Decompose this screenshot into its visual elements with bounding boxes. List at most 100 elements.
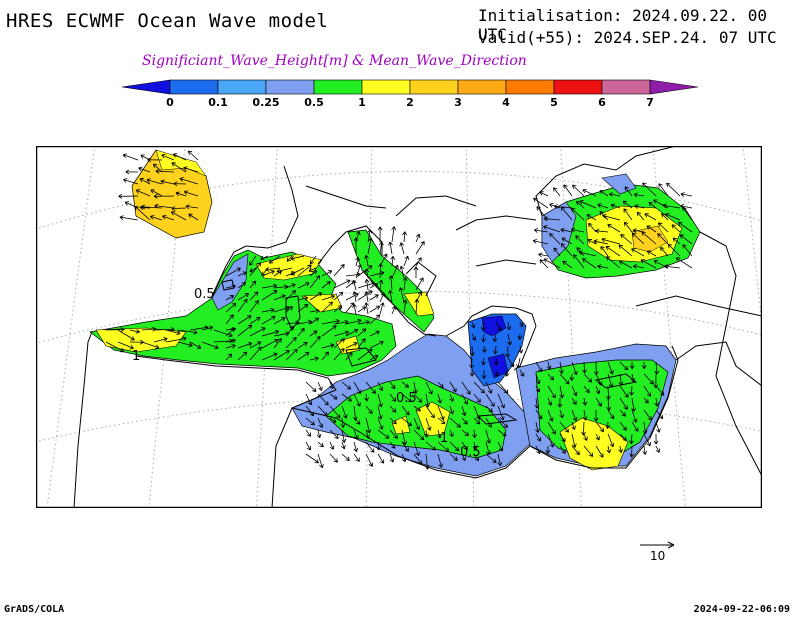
wave-arrow: [586, 214, 597, 221]
colorbar-tick-label: 1: [358, 96, 366, 109]
wave-arrow: [391, 264, 399, 279]
field-black-sea-blue-2: [601, 173, 637, 195]
wave-arrow: [147, 157, 163, 163]
wave-arrow: [249, 267, 257, 273]
wave-arrow: [365, 453, 374, 467]
wave-arrow: [379, 302, 385, 315]
wave-arrow: [655, 445, 660, 453]
wave-arrow: [437, 441, 450, 452]
wave-arrow: [437, 381, 444, 389]
wave-arrow: [333, 305, 343, 313]
wave-arrow: [629, 361, 635, 370]
wave-arrow: [549, 232, 561, 245]
wave-arrow: [655, 421, 661, 433]
coastlines: [73, 146, 762, 508]
wave-arrow: [317, 453, 324, 469]
wave-arrow: [472, 429, 477, 439]
colorbar-labels: 0 0.1 0.25 0.5 1 2 3 4 5 6 7: [166, 96, 654, 109]
wave-arrow: [179, 177, 199, 185]
wave-arrow: [155, 168, 175, 174]
wave-arrow: [249, 262, 262, 277]
colorbar-box: [313, 79, 363, 95]
wave-arrow: [321, 270, 333, 277]
wave-arrow: [225, 338, 236, 344]
wave-arrow: [357, 328, 367, 337]
wave-arrow: [183, 190, 199, 197]
wave-arrow: [563, 184, 573, 197]
wave-arrow: [141, 341, 160, 350]
wave-arrow: [506, 321, 512, 331]
wave-arrow: [631, 409, 638, 423]
wave-arrow: [357, 265, 373, 277]
wave-arrow: [225, 353, 233, 361]
wave-arrow: [481, 357, 486, 366]
wave-arrow: [153, 193, 175, 199]
wave-arrow: [571, 433, 577, 448]
wave-arrow: [481, 345, 487, 353]
wave-arrow: [309, 317, 320, 325]
wave-arrow: [162, 214, 175, 221]
wave-arrow: [357, 290, 373, 301]
wave-arrow: [105, 341, 125, 353]
wave-arrow: [473, 453, 479, 462]
wave-arrow: [607, 409, 615, 420]
wave-arrow: [595, 228, 609, 234]
wave-arrow: [619, 421, 627, 431]
wave-arrow: [249, 255, 257, 266]
wave-arrow: [449, 453, 458, 461]
wave-arrow: [150, 189, 163, 197]
wave-arrow: [495, 321, 502, 332]
wave-arrow: [309, 330, 318, 337]
wave-arrow: [401, 417, 412, 427]
wave-arrow: [401, 429, 408, 446]
wave-arrow: [643, 373, 654, 385]
wave-arrow: [543, 225, 561, 233]
wave-arrow: [569, 373, 575, 381]
wave-arrow: [632, 232, 645, 245]
wave-arrow: [546, 361, 552, 370]
wave-arrow: [601, 237, 621, 245]
wave-arrow: [365, 381, 376, 394]
wave-arrow: [547, 433, 555, 448]
wave-arrow: [333, 330, 350, 337]
wave-arrow: [364, 268, 370, 279]
wave-arrow: [173, 181, 187, 187]
wave-arrow: [472, 441, 478, 450]
wave-arrow: [415, 257, 422, 267]
wave-arrow: [139, 177, 151, 185]
wave-arrow: [535, 421, 540, 433]
wave-arrow: [473, 405, 481, 420]
wave-arrow: [268, 255, 281, 264]
wave-arrow: [401, 381, 410, 388]
wave-arrow: [413, 266, 419, 279]
wave-arrow: [399, 242, 405, 255]
wave-arrow: [341, 393, 352, 402]
map-title: HRES ECWMF Ocean Wave model: [6, 10, 329, 32]
wave-arrow: [618, 445, 623, 453]
wave-arrow: [117, 329, 135, 341]
wave-arrow: [391, 305, 397, 315]
wave-arrow: [309, 275, 321, 289]
wave-arrow: [377, 226, 383, 243]
wave-arrow: [593, 409, 599, 422]
field-adriatic-yellow: [403, 291, 435, 317]
colorbar-box: [217, 79, 267, 95]
wave-arrow: [329, 381, 334, 390]
wave-arrow: [415, 277, 424, 291]
contour-labels: 0.5 1 0.5 1 0.5: [132, 287, 481, 460]
wave-arrow: [249, 291, 259, 301]
wave-arrow: [618, 373, 624, 386]
wave-arrow: [572, 184, 585, 197]
wave-arrow: [377, 417, 384, 430]
wave-arrow: [329, 429, 339, 440]
wave-arrow: [629, 445, 635, 458]
wave-arrow: [660, 246, 669, 257]
wave-arrow: [389, 429, 398, 439]
wave-arrow: [399, 265, 405, 279]
wave-arrow: [497, 417, 509, 428]
wave-arrow: [391, 226, 397, 243]
wave-arrow: [261, 329, 280, 337]
wave-arrow: [317, 405, 328, 417]
wave-arrow: [129, 329, 140, 334]
wave-arrow: [588, 222, 597, 233]
